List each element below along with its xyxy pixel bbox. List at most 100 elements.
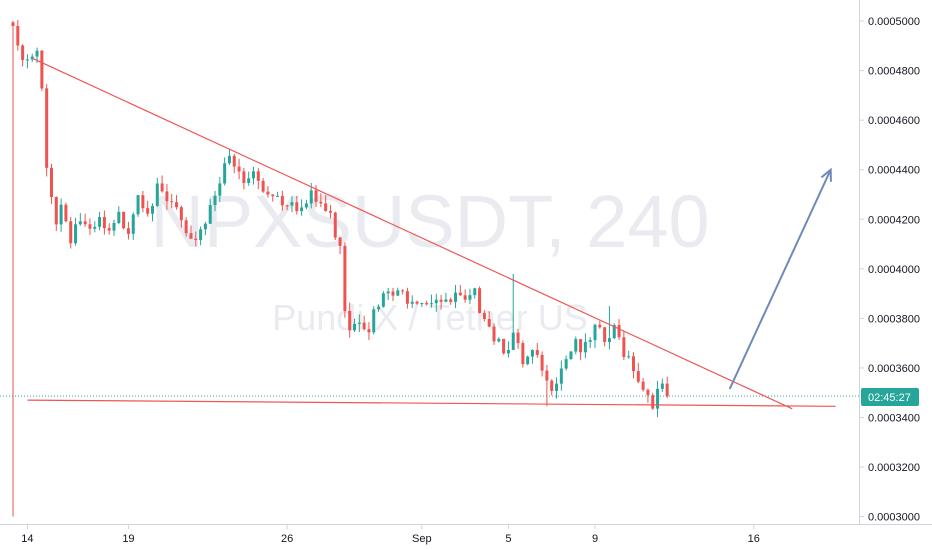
candle-body xyxy=(593,324,597,341)
candle-body xyxy=(290,202,294,206)
candle-body xyxy=(179,207,183,221)
candle-body xyxy=(454,292,458,302)
candle-body xyxy=(295,202,299,212)
y-tick-label: 0.0003800 xyxy=(868,313,920,325)
candle-body xyxy=(439,299,443,302)
candle-body xyxy=(506,349,510,354)
y-tick-label: 0.0004400 xyxy=(868,165,920,177)
last-price-tag: 02:45:27 xyxy=(861,388,919,406)
x-tick-label: 26 xyxy=(281,533,293,545)
candle-body xyxy=(458,292,462,296)
drawings xyxy=(0,57,859,410)
y-tick-label: 0.0003400 xyxy=(868,412,920,424)
candle-body xyxy=(401,290,405,292)
y-tick-label: 0.0005000 xyxy=(868,16,920,28)
candle-body xyxy=(314,190,318,202)
plot-area xyxy=(11,19,669,517)
candle-body xyxy=(468,295,472,300)
candle-body xyxy=(11,22,15,27)
candle-body xyxy=(324,203,328,211)
candle-body xyxy=(372,309,376,333)
countdown-label: 02:45:27 xyxy=(868,392,911,404)
candle-body xyxy=(16,26,20,46)
price-axis[interactable]: 0.0005000 0.0004800 0.0004600 0.0004400 0.00… xyxy=(859,16,920,524)
candle-body xyxy=(170,201,174,203)
watermark-symbol: NPXSUSDT, 240 xyxy=(150,180,709,263)
candle-body xyxy=(381,293,385,307)
candle-body xyxy=(651,395,655,409)
candle-body xyxy=(622,337,626,357)
candle-body xyxy=(328,210,332,213)
candle-body xyxy=(49,167,53,198)
y-tick-label: 0.0004000 xyxy=(868,264,920,276)
y-tick-label: 0.0003600 xyxy=(868,363,920,375)
trendline-horizontal-support[interactable] xyxy=(27,399,836,407)
candle-body xyxy=(665,383,669,397)
candle-body xyxy=(319,201,323,204)
candle-body xyxy=(656,388,660,409)
candle-body xyxy=(463,295,467,300)
candle-body xyxy=(362,322,366,330)
candle-body xyxy=(631,356,635,372)
candle-body xyxy=(136,195,140,215)
candle-body xyxy=(569,351,573,360)
candle-body xyxy=(405,291,409,304)
candle-body xyxy=(165,191,169,202)
candle-body xyxy=(300,207,304,212)
candle-body xyxy=(377,306,381,310)
y-tick-label: 0.0004600 xyxy=(868,115,920,127)
time-axis[interactable]: 14 19 26 Sep 5 9 16 xyxy=(21,524,760,545)
watermark-exchange: Pundi X / Tether US xyxy=(272,297,588,338)
candle-body xyxy=(425,303,429,305)
candle-body xyxy=(78,221,82,225)
candle-body xyxy=(35,50,39,57)
candle-body xyxy=(304,203,308,208)
candle-body xyxy=(285,205,289,207)
candle-body xyxy=(189,233,193,239)
candle-body xyxy=(242,171,246,183)
candle-body xyxy=(199,229,203,241)
candle-body xyxy=(410,301,414,304)
candle-body xyxy=(88,224,92,229)
candle-body xyxy=(333,212,337,238)
candle-body xyxy=(641,381,645,390)
candle-body xyxy=(261,180,265,192)
trendline-descending-resistance[interactable] xyxy=(31,57,793,410)
candle-body xyxy=(367,329,371,333)
candle-body xyxy=(64,204,68,222)
candle-body xyxy=(348,310,352,331)
candle-body xyxy=(564,359,568,369)
candle-body xyxy=(521,343,525,365)
candle-body xyxy=(449,299,453,302)
candle-body xyxy=(141,195,145,209)
candle-body xyxy=(266,191,270,195)
candle-body xyxy=(146,208,150,214)
candle-body xyxy=(131,214,135,234)
candle-body xyxy=(603,327,607,342)
y-tick-label: 0.0003200 xyxy=(868,462,920,474)
bullish-arrow[interactable] xyxy=(728,169,832,390)
candle-body xyxy=(74,224,78,244)
candle-body xyxy=(607,338,611,342)
candle-body xyxy=(353,323,357,331)
candle-body xyxy=(83,221,87,225)
candle-body xyxy=(237,166,241,172)
x-tick-label: 5 xyxy=(505,533,511,545)
candle-body xyxy=(112,222,116,231)
candle-body xyxy=(555,383,559,391)
candle-body xyxy=(574,339,578,352)
candle-body xyxy=(343,245,347,311)
y-tick-label: 0.0003000 xyxy=(868,512,920,524)
candle-body xyxy=(338,237,342,246)
candle-body xyxy=(396,290,400,296)
candle-body xyxy=(102,217,106,229)
candle-body xyxy=(59,204,63,225)
candle-body xyxy=(280,195,284,206)
candle-body xyxy=(429,303,433,305)
candle-body xyxy=(530,350,534,357)
candle-body xyxy=(218,183,222,196)
candle-body xyxy=(98,217,102,227)
candle-body xyxy=(579,339,583,353)
candle-body xyxy=(646,389,650,396)
